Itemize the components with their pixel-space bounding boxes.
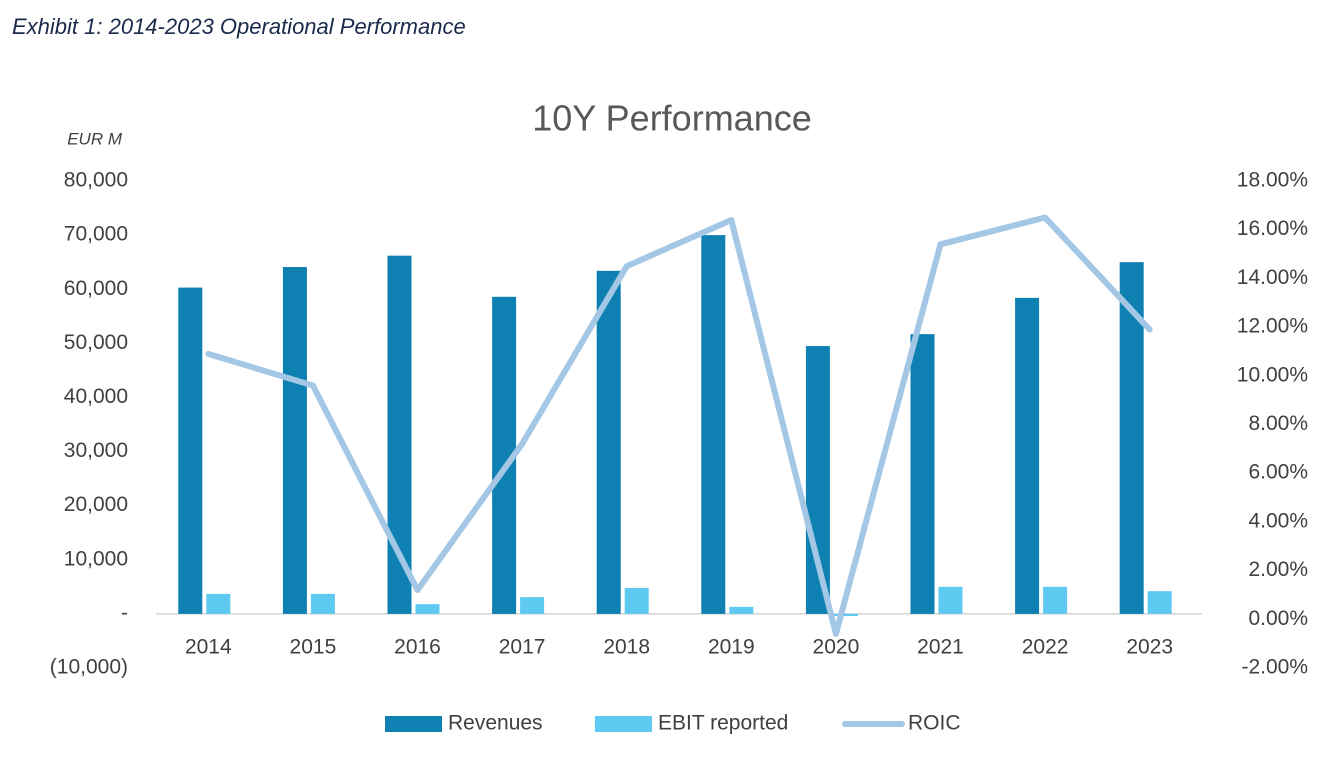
- legend-swatch: [385, 716, 442, 732]
- bar: [701, 235, 726, 614]
- y2-tick-label: 0.00%: [1248, 607, 1308, 630]
- x-tick-label: 2014: [185, 636, 232, 659]
- y2-tick-label: 18.00%: [1237, 169, 1308, 192]
- y2-tick-label: 14.00%: [1237, 266, 1308, 289]
- x-tick-label: 2016: [394, 636, 441, 659]
- bar: [1015, 297, 1040, 614]
- y2-tick-label: 4.00%: [1248, 509, 1308, 532]
- y-tick-label: 20,000: [64, 493, 128, 516]
- y-tick-label: 30,000: [64, 439, 128, 462]
- legend-label: Revenues: [448, 712, 543, 735]
- x-tick-label: 2018: [603, 636, 650, 659]
- y-tick-label: 50,000: [64, 331, 128, 354]
- x-tick-label: 2015: [290, 636, 337, 659]
- y-tick-label: -: [121, 601, 128, 624]
- bar: [596, 270, 621, 614]
- x-tick-label: 2021: [917, 636, 964, 659]
- x-tick-label: 2019: [708, 636, 755, 659]
- bar: [415, 604, 440, 614]
- bar: [520, 597, 545, 614]
- y-tick-label: (10,000): [50, 656, 128, 679]
- y-tick-label: 70,000: [64, 223, 128, 246]
- y-axis-label: EUR M: [67, 129, 123, 148]
- exhibit-caption: Exhibit 1: 2014-2023 Operational Perform…: [12, 14, 466, 39]
- bar: [1043, 586, 1068, 614]
- y-tick-label: 10,000: [64, 547, 128, 570]
- bar: [206, 593, 231, 614]
- y2-tick-label: 16.00%: [1237, 217, 1308, 240]
- bar: [1147, 591, 1172, 614]
- x-tick-label: 2020: [813, 636, 860, 659]
- y2-tick-label: 2.00%: [1248, 558, 1308, 581]
- bar: [282, 267, 307, 614]
- y2-tick-label: 12.00%: [1237, 315, 1308, 338]
- y2-tick-label: -2.00%: [1241, 656, 1308, 679]
- y2-tick-label: 8.00%: [1248, 412, 1308, 435]
- y2-tick-label: 6.00%: [1248, 461, 1308, 484]
- legend-label: ROIC: [908, 712, 961, 735]
- line-series: [205, 214, 1153, 637]
- x-tick-label: 2022: [1022, 636, 1069, 659]
- bar: [624, 587, 649, 614]
- bar: [178, 287, 203, 614]
- legend-label: EBIT reported: [658, 712, 788, 735]
- legend-swatch: [595, 716, 652, 732]
- y-tick-label: 60,000: [64, 277, 128, 300]
- x-tick-label: 2017: [499, 636, 546, 659]
- x-tick-label: 2023: [1126, 636, 1173, 659]
- bar: [938, 586, 963, 614]
- y-tick-label: 80,000: [64, 169, 128, 192]
- bar: [910, 334, 935, 614]
- bar: [310, 593, 335, 614]
- bar: [833, 613, 858, 617]
- y-tick-label: 40,000: [64, 385, 128, 408]
- chart-title: 10Y Performance: [532, 98, 812, 139]
- bar: [492, 296, 517, 614]
- bar: [729, 606, 754, 614]
- y2-tick-label: 10.00%: [1237, 363, 1308, 386]
